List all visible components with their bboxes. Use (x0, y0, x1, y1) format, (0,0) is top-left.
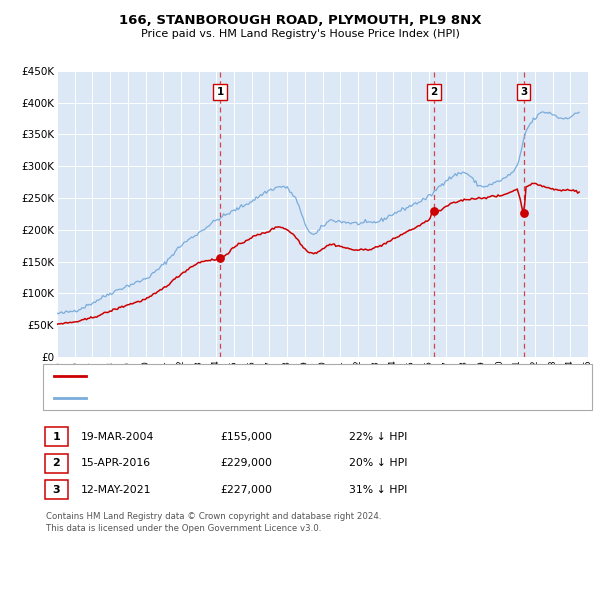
Text: £229,000: £229,000 (220, 458, 272, 468)
Point (429, 206, 439, 216)
Point (519, 208, 529, 217)
Text: 166, STANBOROUGH ROAD, PLYMOUTH, PL9 8NX (detached house): 166, STANBOROUGH ROAD, PLYMOUTH, PL9 8NX… (94, 372, 427, 382)
Text: HPI: Average price, detached house, City of Plymouth: HPI: Average price, detached house, City… (94, 392, 361, 402)
Text: This data is licensed under the Open Government Licence v3.0.: This data is licensed under the Open Gov… (46, 523, 322, 533)
Text: 2: 2 (430, 87, 437, 97)
Text: £227,000: £227,000 (220, 485, 272, 494)
Point (215, 254, 225, 263)
Text: £155,000: £155,000 (220, 432, 272, 441)
Text: 15-APR-2016: 15-APR-2016 (80, 458, 151, 468)
Text: 1: 1 (217, 87, 224, 97)
Text: 19-MAR-2004: 19-MAR-2004 (80, 432, 154, 441)
Text: 1: 1 (53, 432, 60, 441)
Text: 22% ↓ HPI: 22% ↓ HPI (349, 432, 407, 441)
Text: 166, STANBOROUGH ROAD, PLYMOUTH, PL9 8NX: 166, STANBOROUGH ROAD, PLYMOUTH, PL9 8NX (119, 14, 481, 27)
Text: 2: 2 (53, 458, 60, 468)
Text: 3: 3 (53, 485, 60, 494)
Text: Price paid vs. HM Land Registry's House Price Index (HPI): Price paid vs. HM Land Registry's House … (140, 30, 460, 39)
Text: 31% ↓ HPI: 31% ↓ HPI (349, 485, 407, 494)
Text: 20% ↓ HPI: 20% ↓ HPI (349, 458, 408, 468)
Text: Contains HM Land Registry data © Crown copyright and database right 2024.: Contains HM Land Registry data © Crown c… (46, 512, 382, 521)
Text: 3: 3 (520, 87, 527, 97)
Text: 12-MAY-2021: 12-MAY-2021 (80, 485, 151, 494)
